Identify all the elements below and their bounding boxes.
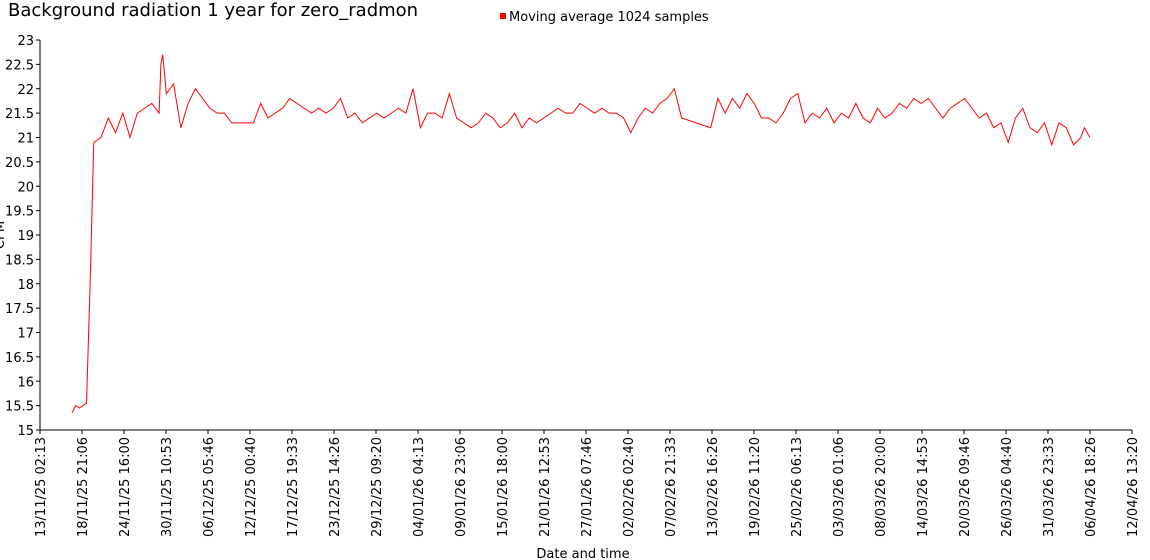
x-tick-label: 29/12/25 09:20	[370, 437, 385, 537]
x-tick-label: 18/11/25 21:06	[76, 437, 91, 537]
legend-swatch	[500, 13, 506, 19]
x-tick-label: 23/12/25 14:26	[328, 437, 343, 537]
y-tick-label: 18	[17, 278, 34, 293]
y-tick-label: 19	[17, 229, 34, 244]
x-tick-label: 17/12/25 19:33	[286, 437, 301, 537]
x-tick-label: 12/12/25 00:40	[244, 437, 259, 537]
chart-title: Background radiation 1 year for zero_rad…	[8, 0, 418, 21]
x-tick-label: 15/01/26 18:00	[496, 437, 511, 537]
y-tick-label: 18.5	[5, 253, 34, 268]
x-tick-label: 06/12/25 05:46	[202, 437, 217, 537]
x-tick-label: 09/01/26 23:06	[454, 437, 469, 537]
x-tick-label: 04/01/26 04:13	[412, 437, 427, 537]
y-tick-label: 15.5	[5, 400, 34, 415]
x-tick-label: 20/03/26 09:46	[958, 437, 973, 537]
x-tick-label: 07/02/26 21:33	[664, 437, 679, 537]
x-tick-label: 02/02/26 02:40	[622, 437, 637, 537]
x-tick-label: 25/02/26 06:13	[790, 437, 805, 537]
y-tick-label: 20	[17, 180, 34, 195]
x-tick-label: 03/03/26 01:06	[832, 437, 847, 537]
x-axis-label: Date and time	[536, 547, 629, 560]
x-tick-label: 30/11/25 10:53	[160, 437, 175, 537]
y-axis-label: CPM	[0, 221, 8, 249]
y-tick-label: 17	[17, 327, 34, 342]
y-tick-label: 22.5	[5, 58, 34, 73]
x-tick-label: 27/01/26 07:46	[580, 437, 595, 537]
x-tick-label: 13/02/26 16:26	[706, 437, 721, 537]
x-tick-label: 31/03/26 23:33	[1042, 437, 1057, 537]
x-tick-label: 12/04/26 13:20	[1126, 437, 1141, 537]
y-tick-label: 16	[17, 375, 34, 390]
x-tick-label: 24/11/25 16:00	[118, 437, 133, 537]
x-tick-label: 08/03/26 20:00	[874, 437, 889, 537]
y-tick-label: 15	[17, 424, 34, 439]
y-tick-label: 17.5	[5, 302, 34, 317]
y-tick-label: 21.5	[5, 107, 34, 122]
x-tick-label: 26/03/26 04:40	[1000, 437, 1015, 537]
y-tick-label: 23	[17, 34, 34, 49]
y-tick-label: 19.5	[5, 205, 34, 220]
y-tick-label: 16.5	[5, 351, 34, 366]
x-tick-label: 14/03/26 14:53	[916, 437, 931, 537]
legend-label: Moving average 1024 samples	[509, 10, 709, 25]
x-tick-label: 19/02/26 11:20	[748, 437, 763, 537]
y-tick-label: 20.5	[5, 156, 34, 171]
data-line	[71, 54, 1091, 414]
x-tick-label: 06/04/26 18:26	[1084, 437, 1099, 537]
y-tick-label: 21	[17, 132, 34, 147]
x-tick-label: 21/01/26 12:53	[538, 437, 553, 537]
y-tick-label: 22	[17, 83, 34, 98]
x-tick-label: 13/11/25 02:13	[34, 437, 49, 537]
